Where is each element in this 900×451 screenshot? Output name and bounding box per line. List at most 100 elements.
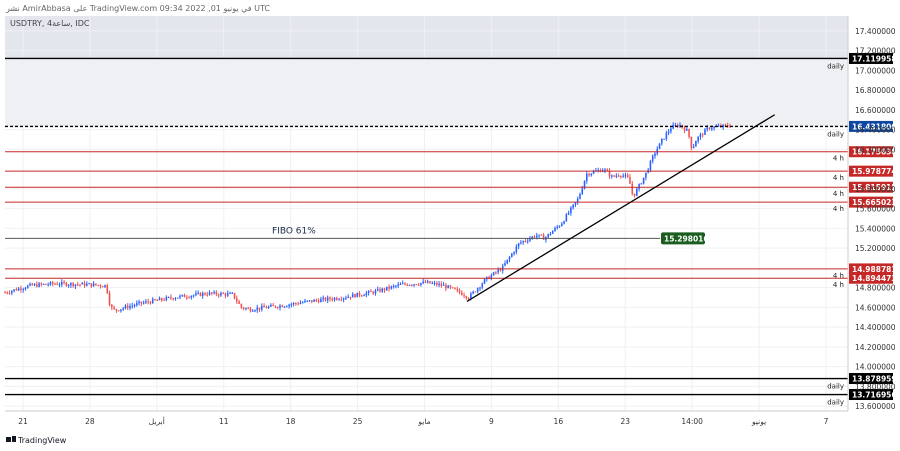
candle-body (111, 304, 113, 308)
candle-body (315, 299, 318, 301)
candle-body (588, 173, 590, 176)
candle-body (433, 282, 436, 284)
candle-body (674, 125, 677, 127)
candle-body (251, 310, 254, 312)
candle-body (22, 289, 24, 291)
level-tag: 4 h (833, 174, 844, 182)
candle-body (417, 284, 420, 286)
candle-body (217, 294, 220, 296)
candle-body (358, 292, 361, 296)
candle-body (374, 290, 377, 294)
level-price-tag (849, 373, 893, 385)
level-price-label: 16.431800 (852, 122, 897, 131)
candle-body (274, 305, 277, 308)
candle-body (561, 223, 563, 227)
price-tick-label: 14.800000 (855, 284, 896, 293)
candle-body (4, 292, 6, 294)
candle-body (56, 283, 59, 285)
candle-body (611, 175, 613, 177)
candle-body (606, 169, 609, 172)
candle-body (497, 269, 499, 273)
candle-body (65, 282, 68, 286)
candle-body (163, 299, 165, 301)
candle-body (586, 173, 588, 181)
candle-body (445, 284, 447, 289)
level-tag: daily (827, 62, 844, 70)
candle-body (351, 294, 354, 298)
candle-body (542, 235, 545, 240)
candle-body (470, 293, 472, 299)
candle-body (597, 170, 599, 172)
candle-body (238, 301, 240, 304)
candle-body (67, 285, 70, 287)
tradingview-logo[interactable]: TradingView (6, 436, 67, 445)
candle-body (529, 238, 531, 241)
candle-body (690, 136, 693, 148)
candle-body (401, 283, 404, 285)
candle-body (265, 307, 268, 309)
candle-body (326, 297, 329, 301)
candle-body (33, 284, 36, 286)
grid (5, 16, 848, 411)
candle-body (242, 307, 245, 309)
fibo-label: FIBO 61% (272, 226, 316, 236)
candle-body (224, 293, 227, 296)
candle-body (508, 257, 511, 260)
candle-body (83, 282, 86, 286)
level-price-label: 16.175630 (852, 148, 897, 157)
levels[interactable]: 17.119958 daily 16.431800 daily 16.175630 4 h… (5, 52, 897, 407)
candle-body (581, 188, 584, 195)
candle-body (631, 183, 634, 194)
candle-body (322, 297, 324, 300)
candle-body (383, 288, 386, 291)
candle-body (463, 295, 465, 297)
candle-body (36, 284, 38, 287)
candle-body (590, 173, 593, 176)
candle-body (576, 198, 579, 203)
time-tick-label: 14:00 (681, 417, 703, 426)
candle-body (58, 284, 61, 286)
candle-body (40, 283, 43, 285)
candle-body (220, 293, 222, 296)
candle-body (440, 283, 443, 286)
candle-body (201, 293, 204, 296)
candle-body (199, 292, 202, 296)
fibo-price-tag (661, 232, 705, 245)
candle-body (426, 281, 429, 283)
candle-body (645, 172, 647, 178)
candle-body (74, 284, 77, 287)
candle-body (240, 303, 243, 308)
candle-body (472, 291, 474, 294)
candle-body (270, 305, 272, 307)
candle-body (356, 292, 359, 298)
level-price-label: 15.815915 (852, 183, 897, 192)
candle-body (710, 128, 713, 130)
candle-body (295, 303, 297, 305)
candle-body (408, 284, 411, 286)
time-axis[interactable]: 21 28 أبريل 11 18 25 مايو 9 16 23 14:00 يونيو 7 (5, 410, 848, 426)
candle-body (45, 283, 47, 285)
candle-body (208, 292, 211, 295)
candle-body (276, 307, 279, 309)
candle-body (174, 298, 177, 300)
candle-body (565, 214, 568, 222)
candle-body (188, 297, 190, 299)
candle-body (186, 297, 188, 299)
time-tick-label: 23 (620, 417, 630, 426)
candle-body (165, 297, 168, 301)
candle-body (167, 297, 170, 299)
level-price-label: 15.665023 (852, 198, 897, 207)
candle-body (15, 289, 18, 291)
level-tag: 4 h (833, 281, 844, 289)
candle-body (624, 175, 627, 177)
candle-body (549, 233, 552, 235)
candle-body (340, 299, 343, 301)
candle-body (151, 299, 154, 304)
candle-body (583, 180, 586, 189)
candle-body (399, 284, 402, 286)
candle-body (304, 300, 306, 303)
fibo-price-label: 15.298016 (664, 234, 709, 243)
price-axis[interactable]: 17.400000 17.200000 17.000000 16.800000 16.6… (847, 16, 896, 411)
candle-body (372, 291, 374, 294)
